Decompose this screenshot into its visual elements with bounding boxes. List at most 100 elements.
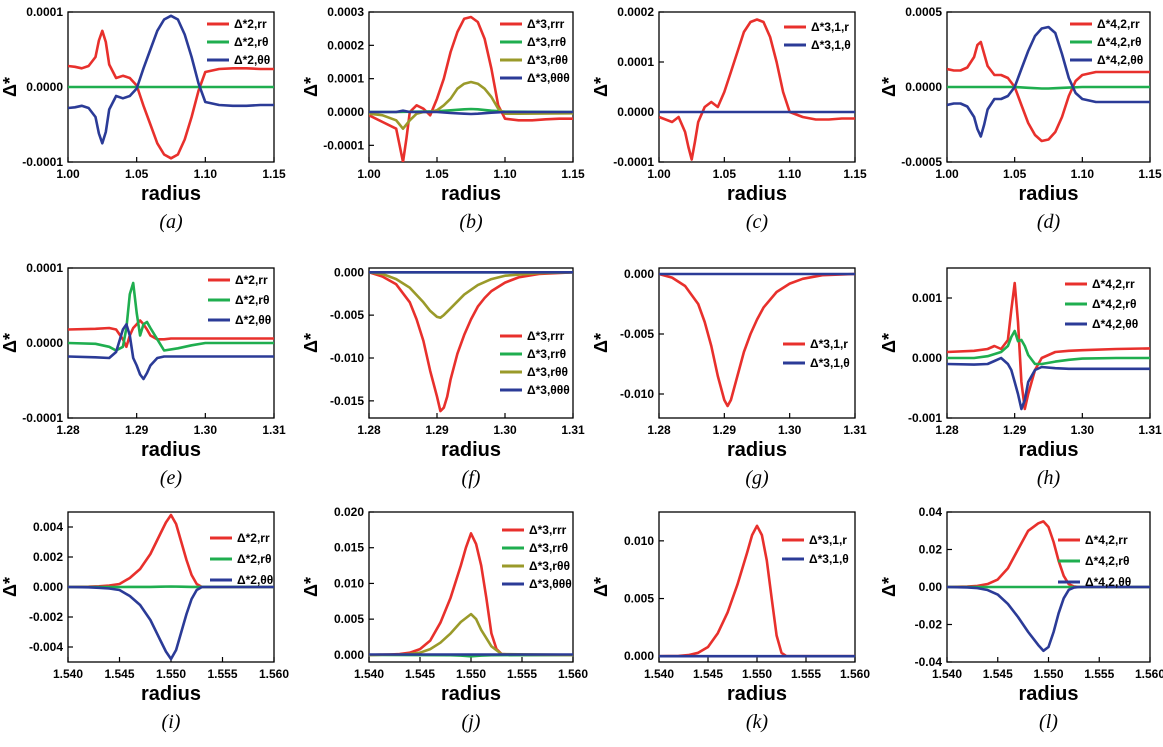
panel-b-xtick-label: 1.00 xyxy=(357,167,381,181)
panel-c-xtick-label: 1.05 xyxy=(713,167,737,181)
panel-e-legend-label: Δ*2,θθ xyxy=(235,313,271,327)
panel-b-ylabel: Δ* xyxy=(301,77,321,97)
panel-i-legend-label: Δ*2,rθ xyxy=(237,552,271,566)
panel-k-ytick-label: 0.005 xyxy=(624,592,654,606)
panel-l-xtick-label: 1.555 xyxy=(1084,667,1114,681)
panel-g-xtick-label: 1.30 xyxy=(778,423,802,437)
panel-a-legend-label: Δ*2,θθ xyxy=(234,53,270,67)
panel-l-legend-label: Δ*4,2,rr xyxy=(1085,533,1128,547)
panel-d-caption: (d) xyxy=(1037,211,1061,233)
panel-e-caption: (e) xyxy=(160,467,183,489)
panel-f-ytick-label: -0.015 xyxy=(330,394,364,408)
panel-c: 1.00 1.05 1.10 1.15 -0.0001 0.0000 0.0001 0.000… xyxy=(591,5,867,233)
panel-i-series-2-line xyxy=(68,585,274,589)
panel-f-xtick-label: 1.29 xyxy=(425,423,449,437)
panel-d-xtick-label: 1.10 xyxy=(1071,167,1095,181)
panel-l-xtick-label: 1.550 xyxy=(1033,667,1063,681)
panel-i-legend-label: Δ*2,θθ xyxy=(237,573,273,587)
panel-a-ylabel: Δ* xyxy=(0,77,20,97)
panel-l-ytick-label: -0.04 xyxy=(915,655,943,669)
panel-l-ylabel: Δ* xyxy=(879,577,899,597)
panel-f: 1.28 1.29 1.30 1.31 -0.015 -0.010 -0.005 0.000 r… xyxy=(301,265,585,489)
panel-f-legend-label: Δ*3,rrθ xyxy=(527,347,566,361)
panel-c-ylabel: Δ* xyxy=(591,77,611,97)
panel-l-ytick-label: 0.04 xyxy=(919,505,943,519)
panel-h-legend-label: Δ*4,2,rr xyxy=(1092,277,1135,291)
panel-b-legend-label: Δ*3,rrr xyxy=(527,17,565,31)
panel-d-ytick-label: 0.0005 xyxy=(905,5,942,19)
panel-l-legend-label: Δ*4,2,θθ xyxy=(1085,575,1131,589)
panel-c-ytick-label: 0.0002 xyxy=(617,5,654,19)
panel-a-xtick-label: 1.15 xyxy=(262,167,286,181)
panel-b-ytick-label: 0.0003 xyxy=(327,5,364,19)
panel-i-xtick-label: 1.550 xyxy=(156,667,186,681)
panel-d-xtick-label: 1.05 xyxy=(1003,167,1027,181)
panel-e: 1.28 1.29 1.30 1.31 -0.0001 0.0000 0.0001 radiu… xyxy=(0,261,286,489)
panel-g-series-group xyxy=(659,272,855,408)
panel-g: 1.28 1.29 1.30 1.31 -0.010 -0.005 0.000 radius Δ… xyxy=(591,267,867,489)
panel-d-series-group xyxy=(947,25,1150,143)
panel-a-legend: Δ*2,rr Δ*2,rθ Δ*2,θθ xyxy=(207,17,270,67)
panel-j-legend-label: Δ*3,rrr xyxy=(529,523,567,537)
panel-f-legend-label: Δ*3,rθθ xyxy=(527,365,568,379)
panel-f-xtick-label: 1.28 xyxy=(357,423,381,437)
panel-f-ytick-label: -0.005 xyxy=(330,308,364,322)
panel-b-plot-frame xyxy=(368,11,574,163)
panel-j-xtick-label: 1.560 xyxy=(558,667,588,681)
panel-e-legend: Δ*2,rr Δ*2,rθ Δ*2,θθ xyxy=(208,273,271,327)
panel-g-xtick-label: 1.28 xyxy=(647,423,671,437)
panel-b-caption: (b) xyxy=(459,211,483,233)
panel-e-ytick-label: 0.0000 xyxy=(26,336,63,350)
panel-i-series-3-line xyxy=(68,585,274,661)
panel-i-series-1-line xyxy=(68,513,274,589)
panel-d-series-1-line xyxy=(947,40,1150,143)
panel-c-series-1-line xyxy=(659,18,855,161)
panel-g-legend-label: Δ*3,1,θ xyxy=(810,356,850,370)
panel-e-legend-label: Δ*2,rr xyxy=(235,273,268,287)
panel-i-series-group xyxy=(68,513,274,661)
panel-b-xtick-label: 1.15 xyxy=(561,167,585,181)
panel-g-ytick-label: 0.000 xyxy=(624,267,654,281)
panel-c-legend-label: Δ*3,1,θ xyxy=(811,38,851,52)
panel-h-xtick-label: 1.30 xyxy=(1071,423,1095,437)
panel-h-series-group xyxy=(947,281,1150,411)
panel-c-xlabel: radius xyxy=(727,183,787,205)
panel-g-series-1-line xyxy=(659,272,855,408)
panel-g-xlabel: radius xyxy=(727,439,787,461)
panel-j-ytick-label: 0.000 xyxy=(334,648,364,662)
panel-i-xtick-label: 1.545 xyxy=(104,667,134,681)
panel-h-ytick-label: -0.001 xyxy=(908,411,942,425)
panel-a: 1.00 1.05 1.10 1.15 -0.0001 0.0000 0.0001 radiu… xyxy=(0,5,286,233)
panel-c-caption: (c) xyxy=(746,211,769,233)
panel-a-ytick-label: 0.0001 xyxy=(26,5,63,19)
panel-j-legend-label: Δ*3,rθθ xyxy=(529,559,570,573)
panel-f-ytick-label: -0.010 xyxy=(330,351,364,365)
panel-k-caption: (k) xyxy=(746,711,769,733)
panel-a-xtick-label: 1.10 xyxy=(194,167,218,181)
panel-k: 1.540 1.545 1.550 1.555 1.560 0.000 0.005 0.010… xyxy=(591,511,870,733)
panel-j-series-group xyxy=(369,532,573,658)
panel-b-legend-label: Δ*3,rθθ xyxy=(527,53,568,67)
panel-k-xtick-label: 1.555 xyxy=(791,667,821,681)
panel-c-legend: Δ*3,1,r Δ*3,1,θ xyxy=(784,20,851,52)
panel-j-legend-label: Δ*3,rrθ xyxy=(529,541,568,555)
panel-b-xtick-label: 1.10 xyxy=(493,167,517,181)
panel-d-legend-label: Δ*4,2,rθ xyxy=(1097,35,1141,49)
panel-k-xtick-label: 1.560 xyxy=(840,667,870,681)
panel-g-plot-frame xyxy=(658,267,856,419)
panel-l-xtick-label: 1.545 xyxy=(983,667,1013,681)
panel-a-xtick-label: 1.00 xyxy=(56,167,80,181)
panel-f-xtick-label: 1.31 xyxy=(561,423,585,437)
panel-h-plot-frame xyxy=(946,267,1151,419)
panel-b-xtick-label: 1.05 xyxy=(425,167,449,181)
panel-g-xtick-label: 1.31 xyxy=(843,423,867,437)
panel-l-legend-label: Δ*4,2,rθ xyxy=(1085,554,1129,568)
panel-k-series-1-line xyxy=(659,524,855,658)
panel-b-series-1-line xyxy=(369,15,573,162)
panel-h-xtick-label: 1.29 xyxy=(1003,423,1027,437)
panel-h-legend-label: Δ*4,2,θθ xyxy=(1092,317,1138,331)
panel-l-legend: Δ*4,2,rr Δ*4,2,rθ Δ*4,2,θθ xyxy=(1058,533,1131,589)
panel-d-series-3-line xyxy=(947,25,1150,138)
panel-f-xlabel: radius xyxy=(441,439,501,461)
panel-l-xlabel: radius xyxy=(1018,683,1078,705)
